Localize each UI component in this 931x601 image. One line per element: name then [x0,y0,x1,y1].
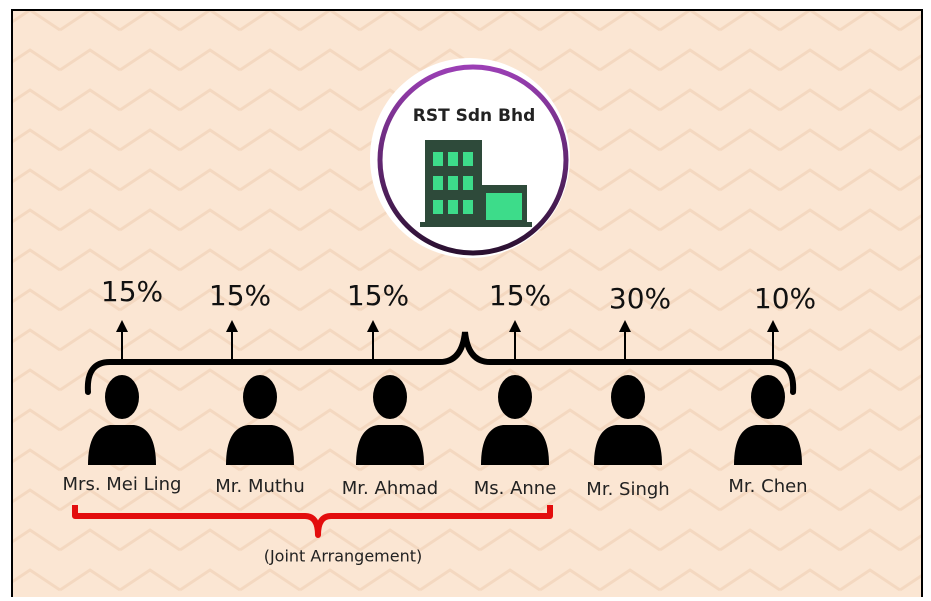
share-label: 10% [754,282,816,315]
share-label: 15% [489,279,551,312]
person-head [751,375,785,419]
person-icon [88,425,156,465]
arrow-head [509,320,521,332]
ownership-brace [84,331,797,395]
arrow-head [367,320,379,332]
share-label: 15% [101,275,163,308]
person-icon [734,425,802,465]
person-icon [226,425,294,465]
shareholder-name: Mr. Ahmad [342,478,438,499]
company-name: RST Sdn Bhd [413,106,536,126]
share-label: 15% [209,279,271,312]
arrow-head [767,320,779,332]
person-head [105,375,139,419]
share-label: 30% [609,282,671,315]
joint-bracket [72,505,553,538]
shareholder-name: Mr. Chen [728,476,807,497]
arrow-head [226,320,238,332]
person-head [243,375,277,419]
person-icon [356,425,424,465]
arrow-head [619,320,631,332]
arrow-head [116,320,128,332]
person-icon [594,425,662,465]
person-head [611,375,645,419]
person-head [498,375,532,419]
shareholder-name: Ms. Anne [474,478,557,499]
joint-label: (Joint Arrangement) [264,547,423,566]
person-head [373,375,407,419]
shareholder-name: Mr. Singh [586,479,669,500]
shareholder-name: Mrs. Mei Ling [63,474,182,495]
shareholder-name: Mr. Muthu [215,476,305,497]
person-icon [481,425,549,465]
share-label: 15% [347,279,409,312]
building-icon [420,140,532,227]
